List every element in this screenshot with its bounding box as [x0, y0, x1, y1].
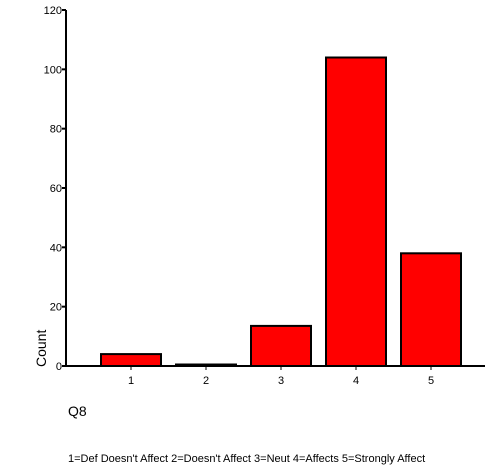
y-tick-label: 120 [44, 5, 62, 17]
bar-3 [250, 324, 312, 367]
y-tick-label: 60 [50, 183, 62, 195]
x-tick-label: 5 [428, 375, 434, 387]
x-tick-label: 2 [203, 375, 209, 387]
x-tick-label: 4 [353, 375, 359, 387]
category-legend-note: 1=Def Doesn't Affect 2=Doesn't Affect 3=… [68, 453, 425, 465]
y-tick-label: 20 [50, 302, 62, 314]
y-axis-title: Count [33, 330, 49, 367]
x-axis-title: Q8 [68, 403, 87, 419]
y-tick-label: 100 [44, 64, 62, 76]
x-tick-label: 1 [128, 375, 134, 387]
bar-4 [325, 56, 387, 367]
y-ticks-group: 0 20 40 60 80 100 120 [44, 5, 66, 373]
x-tick-label: 3 [278, 375, 284, 387]
bar-2 [175, 363, 237, 367]
x-ticks-group: 1 2 3 4 5 [128, 366, 434, 387]
bar-1 [100, 353, 162, 368]
y-tick-label: 40 [50, 242, 62, 254]
bars-group [100, 56, 462, 368]
y-tick-label: 80 [50, 124, 62, 136]
bar-5 [400, 252, 462, 367]
y-tick-label: 0 [56, 361, 62, 373]
